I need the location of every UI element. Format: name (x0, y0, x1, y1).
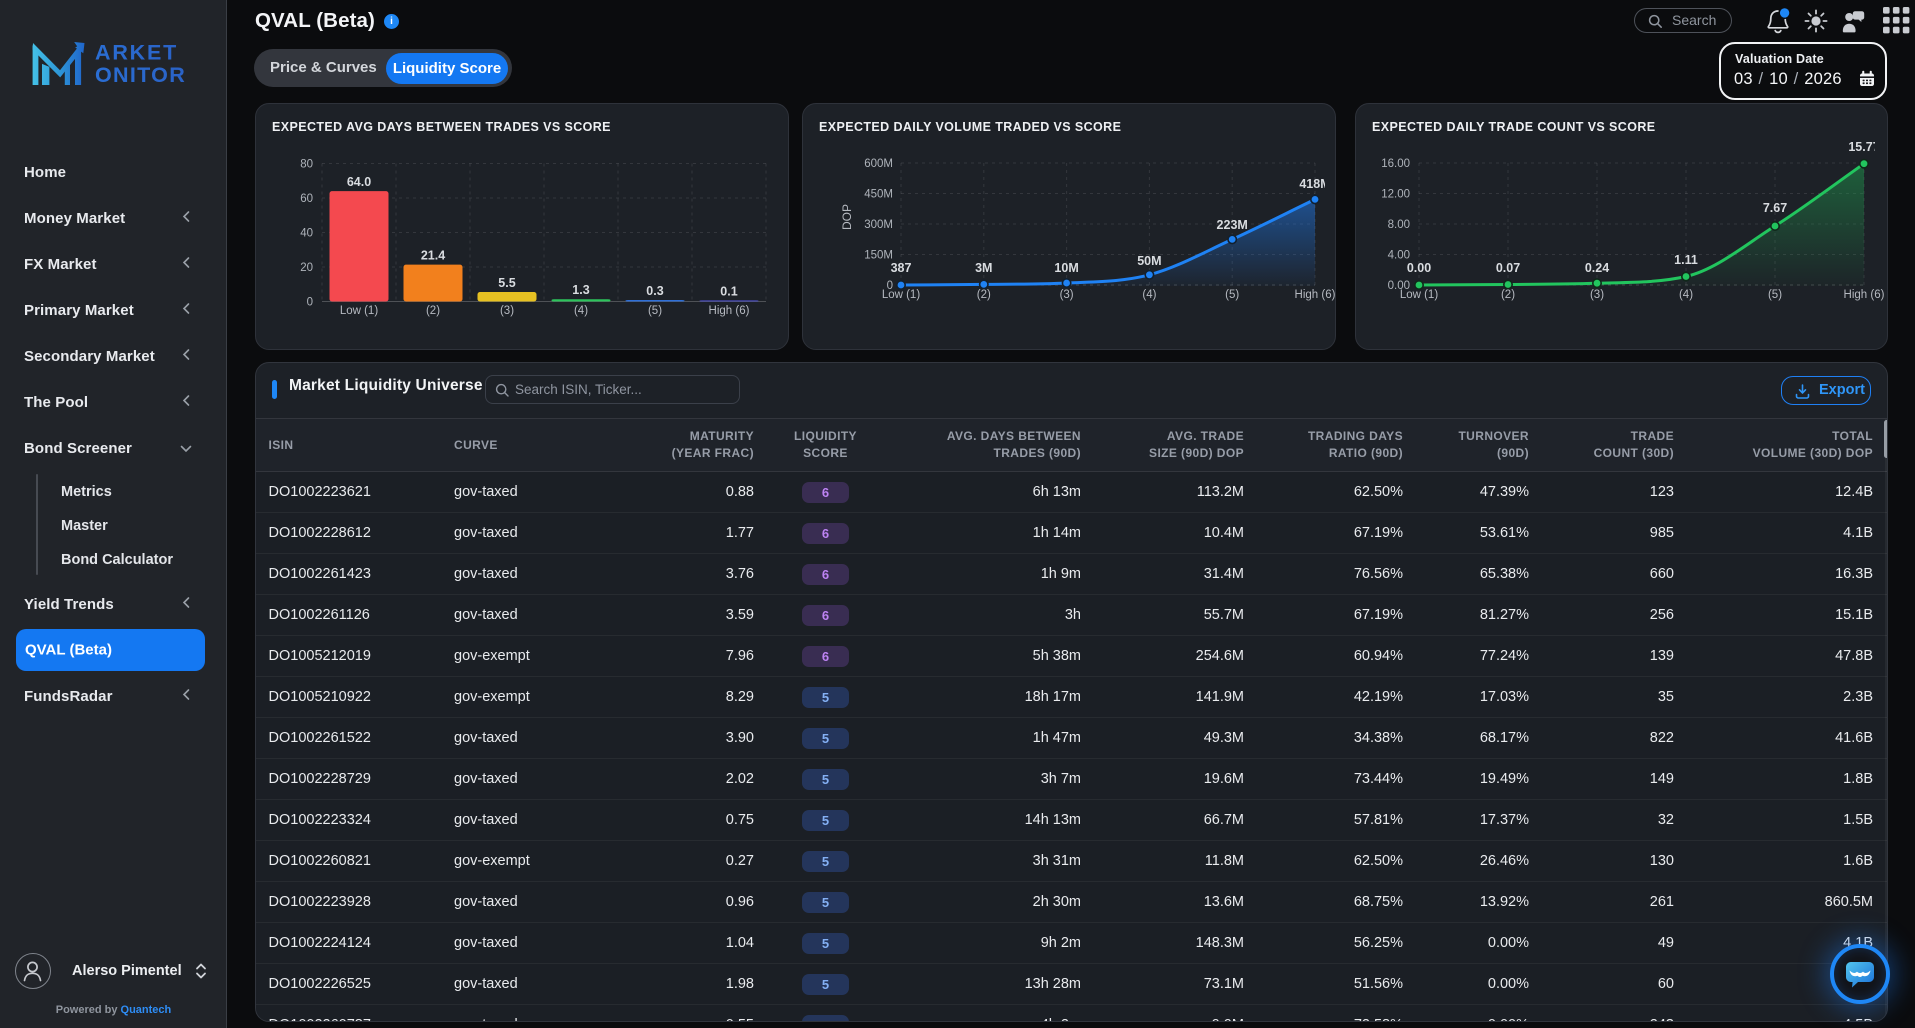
svg-text:4.00: 4.00 (1388, 250, 1410, 262)
svg-text:0.07: 0.07 (1496, 261, 1520, 275)
svg-text:(4): (4) (1679, 289, 1693, 301)
svg-text:ONITOR: ONITOR (95, 63, 186, 87)
svg-text:(2): (2) (977, 289, 991, 301)
svg-text:80: 80 (300, 159, 313, 171)
svg-text:0.00: 0.00 (1407, 261, 1431, 275)
svg-text:0: 0 (887, 280, 893, 292)
svg-text:1.3: 1.3 (572, 283, 589, 297)
svg-text:16.00: 16.00 (1381, 158, 1410, 170)
svg-text:60: 60 (300, 193, 313, 205)
svg-text:0.24: 0.24 (1585, 261, 1609, 275)
svg-text:(3): (3) (1060, 289, 1074, 301)
svg-text:0.1: 0.1 (720, 284, 737, 298)
svg-text:5.5: 5.5 (498, 276, 515, 290)
svg-text:DOP: DOP (840, 204, 854, 230)
svg-text:0.3: 0.3 (646, 284, 663, 298)
svg-text:(5): (5) (1225, 289, 1239, 301)
svg-text:12.00: 12.00 (1381, 189, 1410, 201)
svg-text:15.77: 15.77 (1848, 140, 1879, 154)
svg-text:1.11: 1.11 (1674, 253, 1698, 267)
svg-text:300M: 300M (864, 219, 893, 231)
svg-text:(4): (4) (574, 305, 588, 317)
svg-text:10M: 10M (1054, 261, 1078, 275)
svg-text:(2): (2) (1501, 289, 1515, 301)
svg-text:(2): (2) (426, 305, 440, 317)
svg-text:387: 387 (891, 261, 912, 275)
svg-text:64.0: 64.0 (347, 175, 371, 189)
svg-text:418M: 418M (1299, 177, 1330, 191)
svg-text:(5): (5) (1768, 289, 1782, 301)
svg-text:40: 40 (300, 228, 313, 240)
svg-text:(5): (5) (648, 305, 662, 317)
svg-text:Low (1): Low (1) (1400, 289, 1439, 301)
svg-text:High (6): High (6) (709, 305, 750, 317)
svg-text:(4): (4) (1142, 289, 1156, 301)
svg-text:Low (1): Low (1) (340, 305, 379, 317)
svg-text:50M: 50M (1137, 254, 1161, 268)
svg-text:21.4: 21.4 (421, 249, 445, 263)
svg-text:150M: 150M (864, 250, 893, 262)
svg-text:3M: 3M (975, 261, 992, 275)
svg-text:0.00: 0.00 (1388, 280, 1410, 292)
svg-text:(3): (3) (1590, 289, 1604, 301)
svg-text:Low (1): Low (1) (882, 289, 921, 301)
svg-text:8.00: 8.00 (1388, 219, 1410, 231)
svg-text:(3): (3) (500, 305, 514, 317)
svg-text:600M: 600M (864, 158, 893, 170)
svg-text:0: 0 (307, 297, 313, 309)
svg-text:High (6): High (6) (1295, 289, 1336, 301)
svg-text:20: 20 (300, 262, 313, 274)
svg-text:223M: 223M (1217, 218, 1248, 232)
svg-text:7.67: 7.67 (1763, 201, 1787, 215)
svg-text:450M: 450M (864, 189, 893, 201)
svg-text:ARKET: ARKET (95, 41, 178, 65)
svg-text:High (6): High (6) (1844, 289, 1885, 301)
